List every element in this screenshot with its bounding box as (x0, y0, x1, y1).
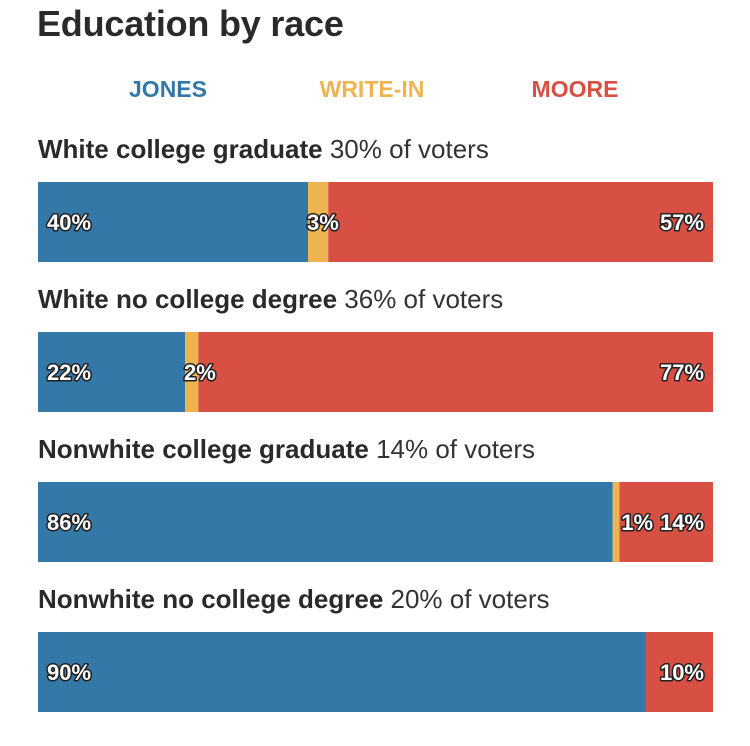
group-name: White college graduate (38, 134, 323, 164)
legend-write-in: WRITE-IN (319, 76, 425, 102)
legend-jones: JONES (129, 76, 207, 102)
value-label-jones: 40% (47, 210, 91, 235)
value-label-jones: 86% (47, 510, 91, 535)
group-label: Nonwhite no college degree 20% of voters (38, 584, 550, 615)
bar-segment-jones (38, 632, 646, 712)
bar-segment-jones (38, 182, 308, 262)
chart-title: Education by race (37, 3, 344, 44)
group-label: White no college degree 36% of voters (38, 284, 503, 315)
value-label-write-in: 1% (621, 510, 653, 535)
value-label-write-in: 2% (184, 360, 216, 385)
value-label-moore: 10% (660, 660, 704, 685)
bar-segment-moore (619, 482, 713, 562)
value-label-write-in: 3% (307, 210, 339, 235)
group-share: 14% of voters (376, 434, 536, 464)
value-label-moore: 57% (660, 210, 704, 235)
group-share: 36% of voters (344, 284, 504, 314)
bar-segment-write-in (612, 482, 620, 562)
bar-segment-write-in (185, 332, 199, 412)
bar-segment-write-in (308, 182, 329, 262)
group-label: Nonwhite college graduate 14% of voters (38, 434, 535, 465)
group-share: 30% of voters (329, 134, 489, 164)
value-label-moore: 77% (660, 360, 704, 385)
value-label-moore: 14% (660, 510, 704, 535)
bar-segment-moore (645, 632, 713, 712)
legend-moore: MOORE (531, 76, 619, 102)
group-share: 20% of voters (390, 584, 550, 614)
bar-segment-moore (198, 332, 713, 412)
group-label: White college graduate 30% of voters (38, 134, 489, 165)
bar-segment-jones (38, 482, 613, 562)
group-name: Nonwhite no college degree (38, 584, 384, 614)
value-label-jones: 90% (47, 660, 91, 685)
bar-segment-jones (38, 332, 186, 412)
value-label-jones: 22% (47, 360, 91, 385)
group-name: Nonwhite college graduate (38, 434, 369, 464)
bar-segment-moore (328, 182, 713, 262)
group-name: White no college degree (38, 284, 338, 314)
